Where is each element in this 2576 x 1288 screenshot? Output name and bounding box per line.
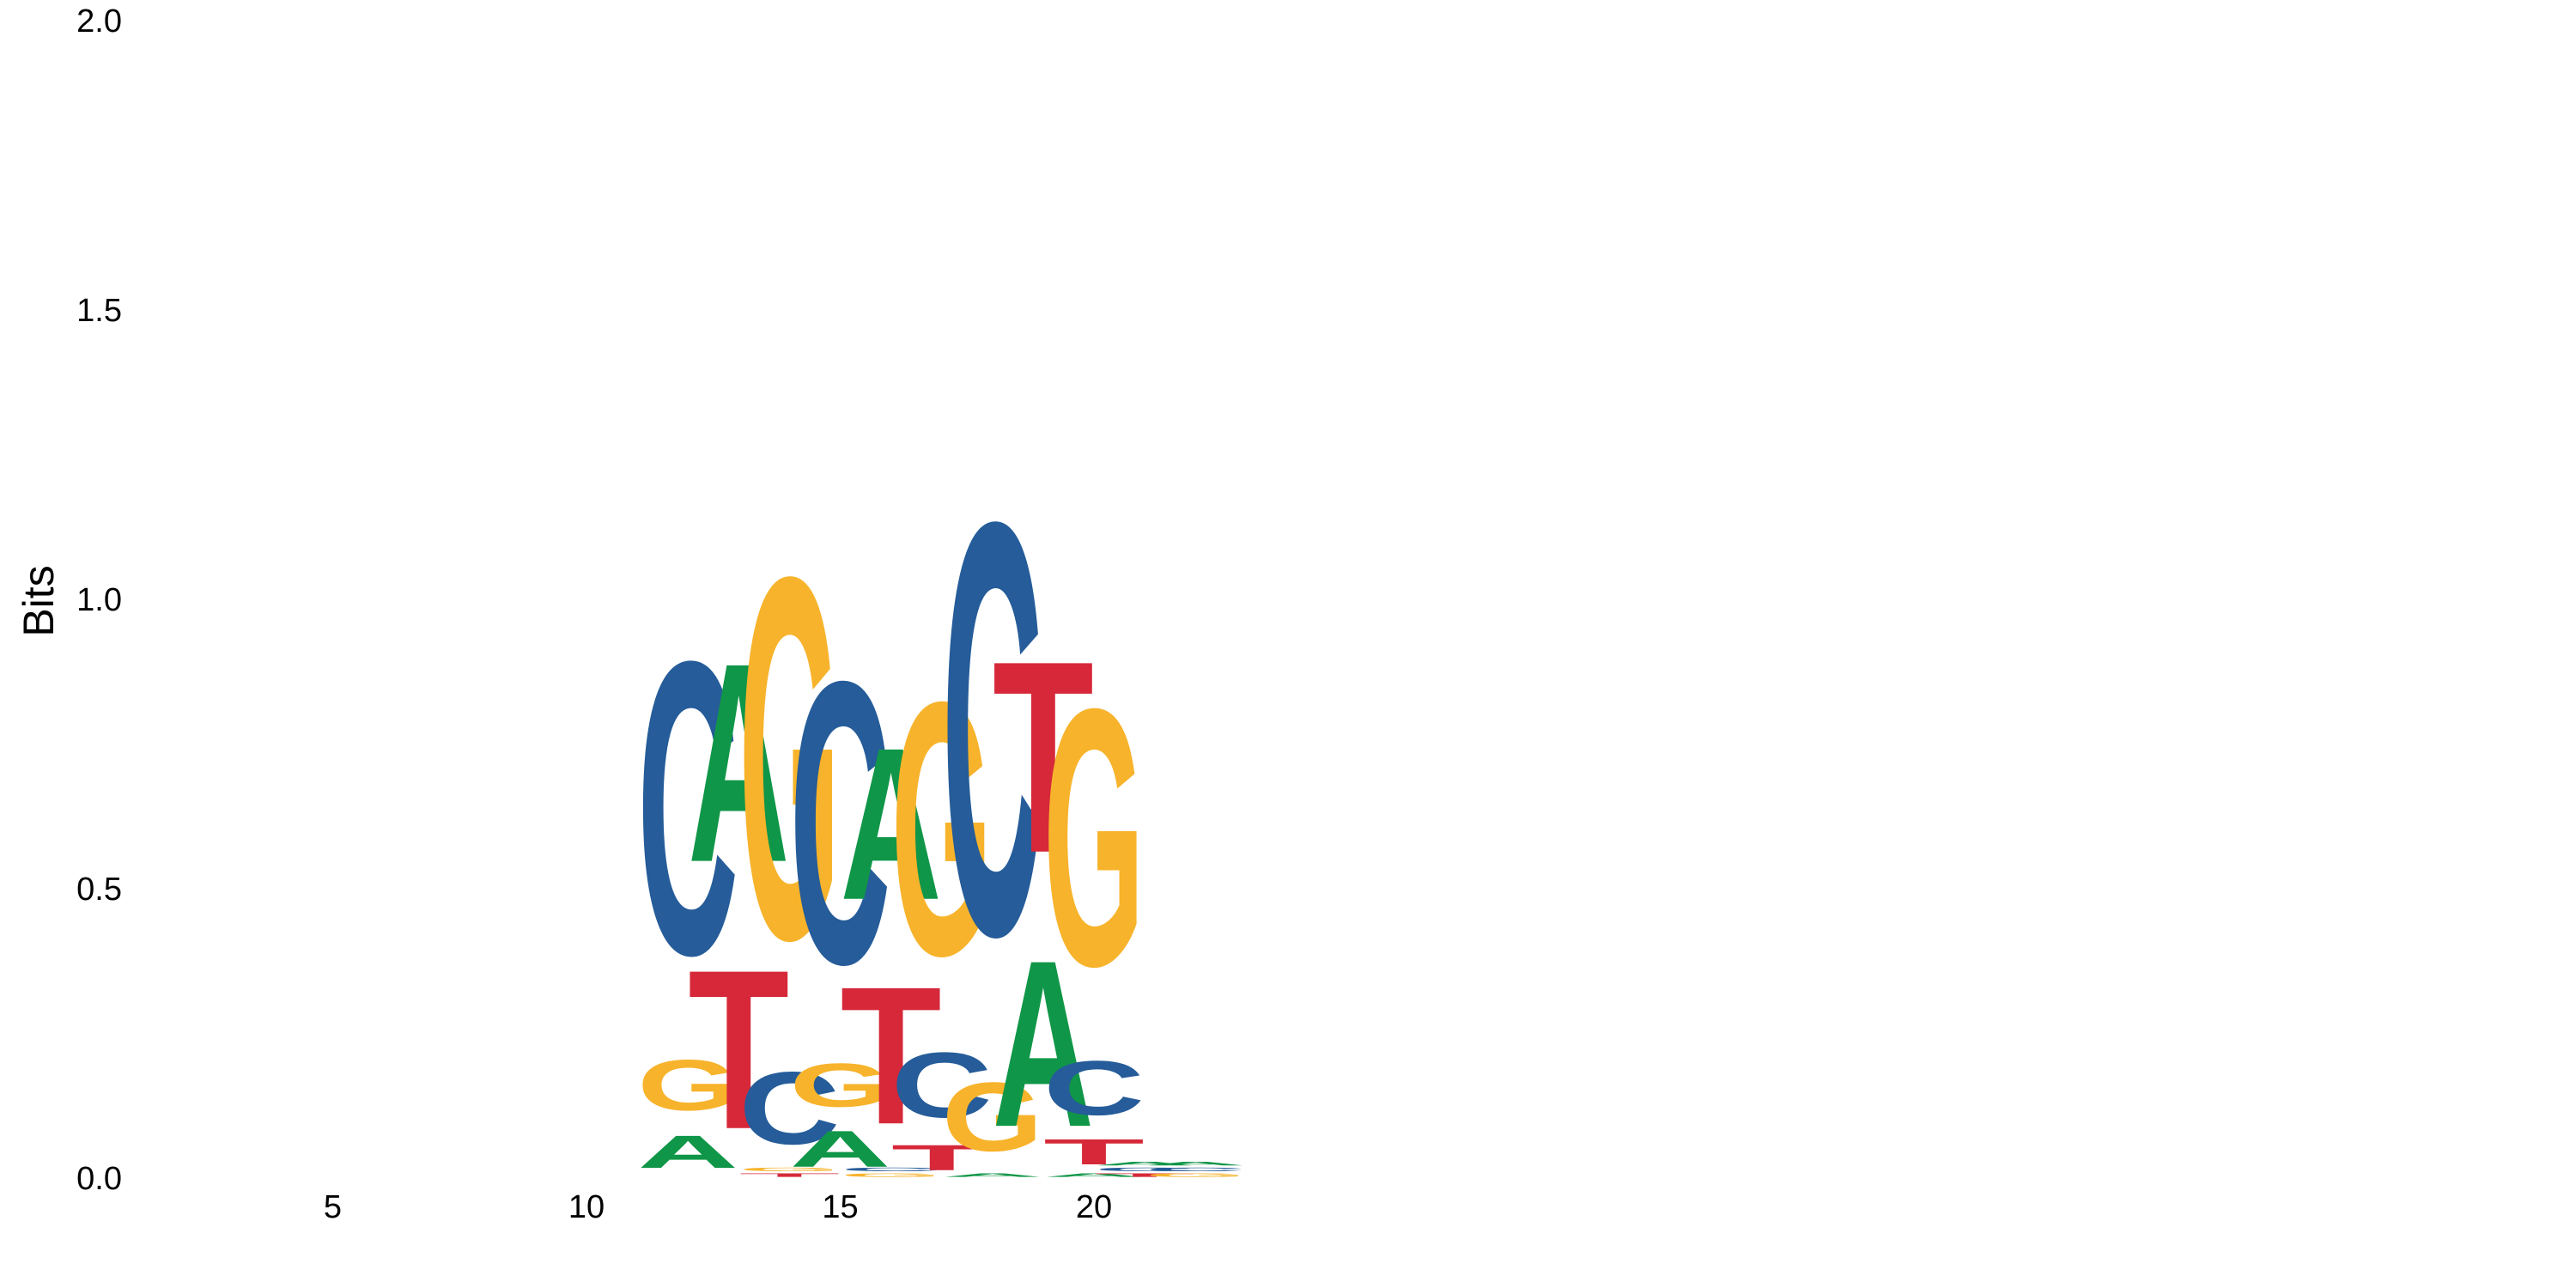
y-tick-label: 1.0 [76, 582, 122, 618]
logo-letter-t: T [993, 604, 1094, 910]
logo-letter-t: T [1094, 1172, 1195, 1178]
logo-letter-g: G [738, 1166, 840, 1172]
x-axis-ticks: 5 10 15 20 [324, 1189, 1112, 1225]
logo-letter-a: A [1094, 1161, 1195, 1167]
logo-letter-a: A [942, 1172, 1043, 1178]
logo-letter-c: C [891, 1034, 993, 1137]
logo-letter-t: T [688, 923, 789, 1177]
x-tick-label: 15 [822, 1189, 858, 1225]
y-axis-ticks: 0.0 0.5 1.0 1.5 2.0 [76, 3, 122, 1197]
logo-letter-g: G [841, 1172, 942, 1178]
y-tick-label: 2.0 [76, 3, 122, 39]
y-tick-label: 1.5 [76, 293, 122, 329]
y-axis-title: Bits [15, 565, 63, 636]
logo-letter-g: G [891, 627, 993, 1031]
logo-letter-a: A [1043, 1172, 1145, 1178]
x-tick-label: 10 [568, 1189, 605, 1225]
logo-letter-c: C [738, 1051, 840, 1166]
logo-letter-g: G [738, 470, 840, 1047]
y-tick-label: 0.0 [76, 1161, 122, 1197]
logo-letter-t: T [738, 1172, 840, 1178]
logo-letter-g: G [790, 1051, 891, 1121]
logo-letter-c: C [790, 598, 891, 1048]
logo-letter-c: C [637, 575, 738, 1042]
logo-letter-t: T [891, 1137, 993, 1177]
logo-letter-t: T [1043, 1132, 1145, 1172]
logo-letter-t: T [841, 945, 942, 1165]
logo-letter-a: A [790, 1121, 891, 1178]
logo-letter-c: C [942, 400, 1043, 1058]
logo-letter-g: G [942, 1062, 1043, 1172]
logo-letter-g: G [1043, 632, 1145, 1042]
x-tick-label: 20 [1076, 1189, 1112, 1225]
logo-letter-c: C [1145, 1167, 1246, 1173]
logo-letter-a: A [993, 911, 1094, 1176]
logo-letter-a: A [841, 703, 942, 946]
logo-letter-c: C [1043, 1045, 1145, 1132]
logo-letter-g: G [1145, 1172, 1246, 1178]
logo-letter-c: C [1094, 1167, 1195, 1173]
logo-letter-g: G [637, 1045, 738, 1126]
x-tick-label: 5 [324, 1189, 342, 1225]
logo-letter-a: A [688, 605, 789, 922]
logo-letter-a: A [1145, 1161, 1246, 1167]
y-tick-label: 0.5 [76, 872, 122, 908]
logo-letter-a: A [637, 1126, 738, 1178]
logo-letter-c: C [841, 1167, 942, 1173]
